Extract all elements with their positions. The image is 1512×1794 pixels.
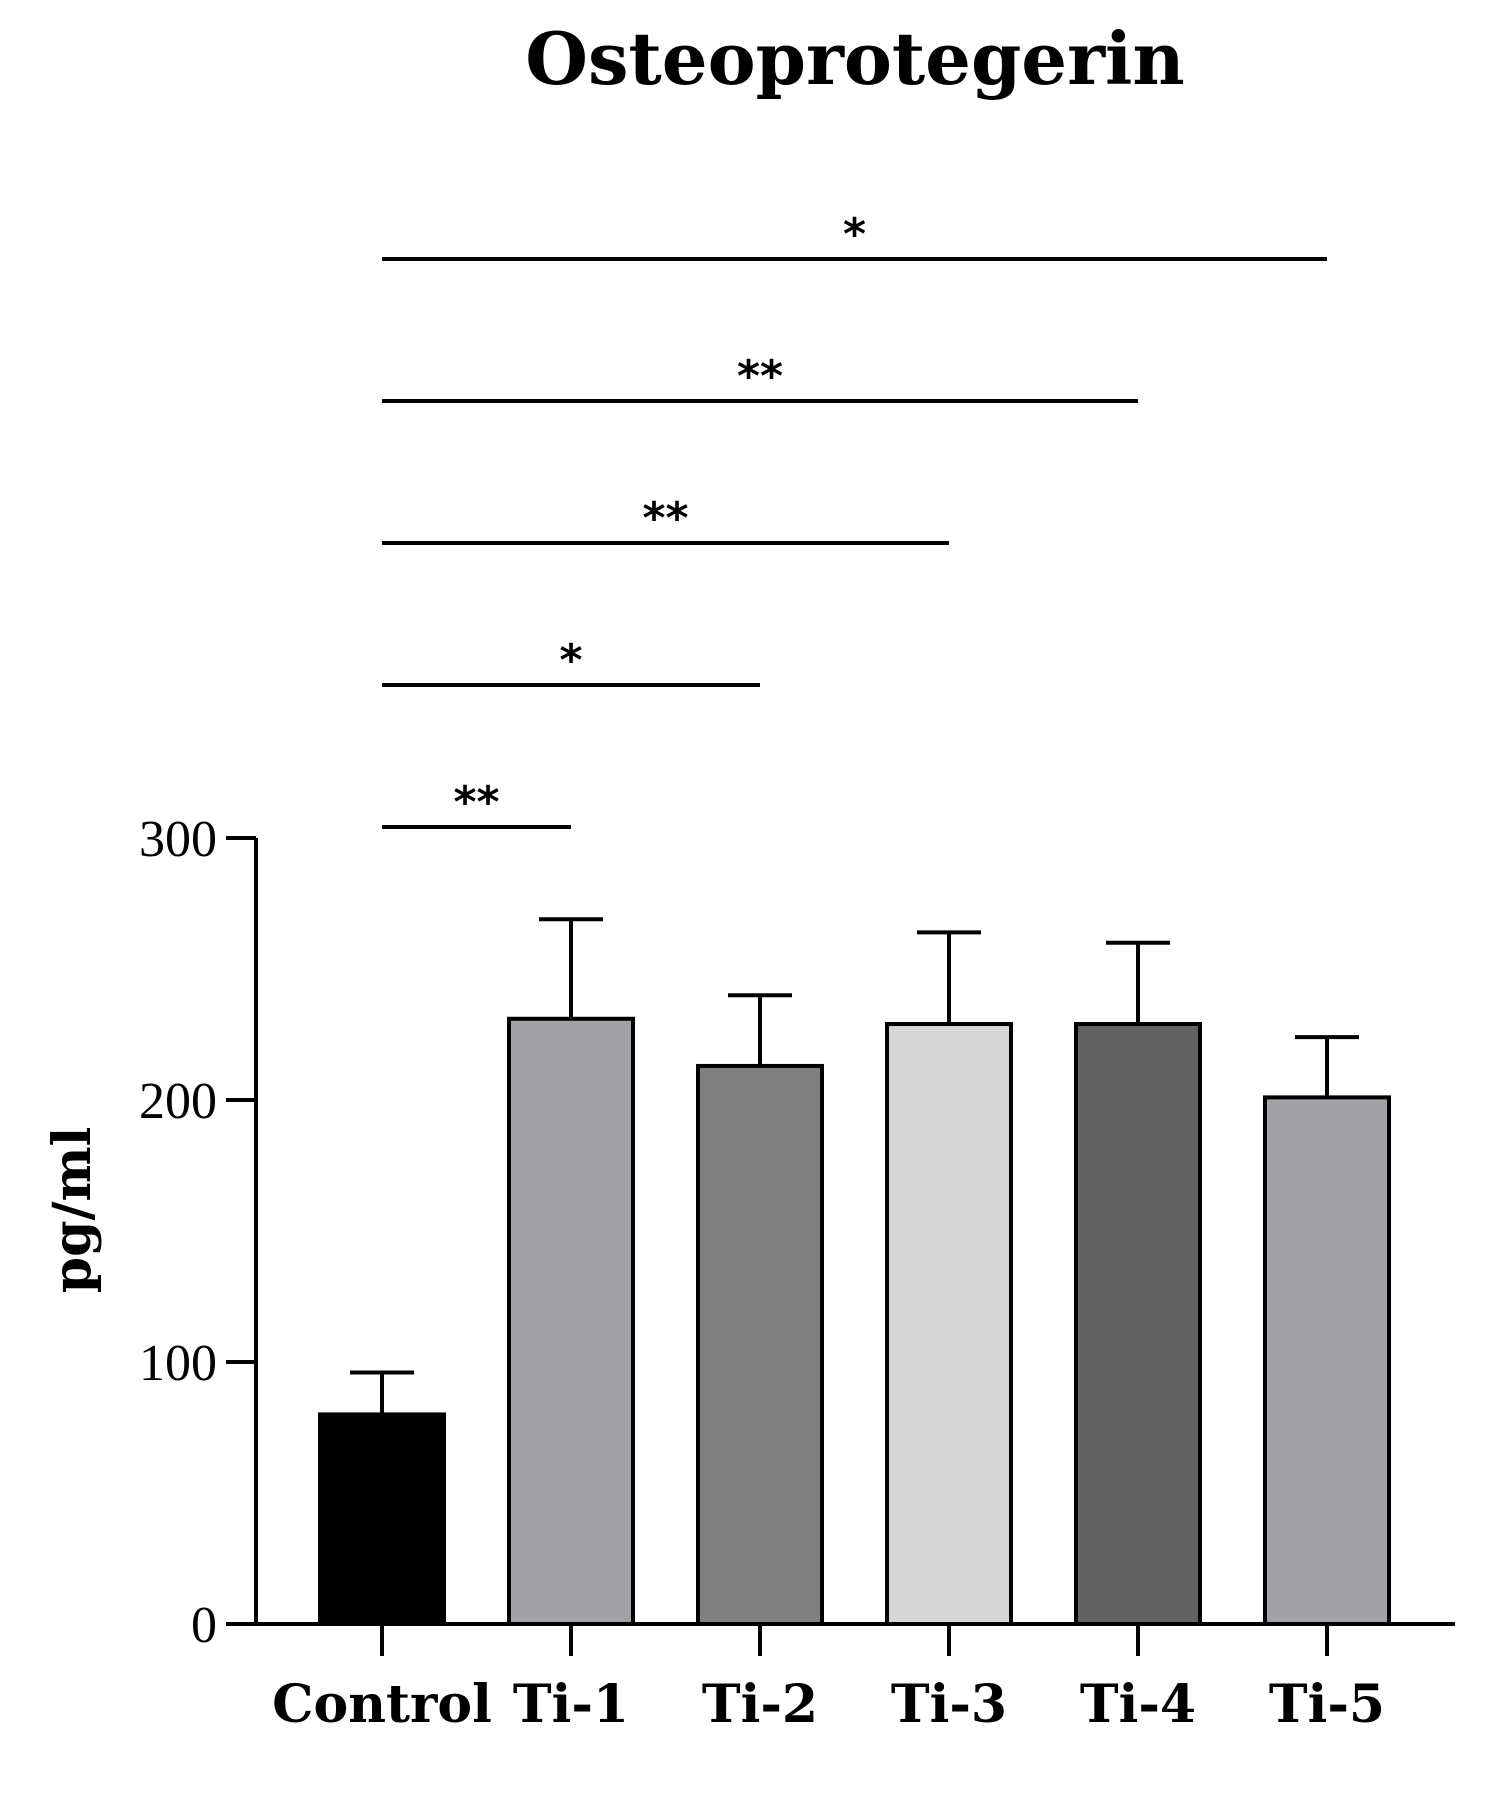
error-bars	[350, 917, 1359, 1415]
significance-label: *	[843, 209, 866, 260]
x-tick-label: Ti-5	[1269, 1674, 1385, 1735]
bar-control	[318, 1412, 446, 1627]
bars	[318, 1016, 1391, 1627]
bar-ti-3	[885, 1022, 1013, 1626]
significance-label: **	[642, 493, 688, 544]
bar-ti-1	[507, 1016, 635, 1626]
significance-label: *	[559, 635, 582, 686]
bar-ti-4	[1074, 1022, 1202, 1626]
significance-brackets: ********	[382, 209, 1327, 829]
y-tick-label: 0	[191, 1597, 217, 1654]
bar-ti-5	[1263, 1095, 1391, 1626]
significance-label: **	[737, 351, 783, 402]
chart-title: Osteoprotegerin	[525, 16, 1185, 101]
x-tick-label: Ti-3	[891, 1674, 1007, 1735]
x-tick-label: Control	[272, 1674, 492, 1735]
y-axis-label: pg/ml	[42, 1127, 103, 1294]
y-tick-label: 100	[139, 1335, 217, 1392]
significance-label: **	[453, 777, 499, 828]
y-tick-label: 300	[139, 811, 217, 868]
x-tick-label: Ti-2	[702, 1674, 818, 1735]
y-tick-label: 200	[139, 1073, 217, 1130]
x-tick-label: Ti-4	[1080, 1674, 1196, 1735]
axes: 0 100 200 300 Control Ti-1 Ti-2 Ti-3 Ti-4 Ti-5	[139, 811, 1455, 1735]
bar-ti-2	[696, 1063, 824, 1626]
x-tick-label: Ti-1	[513, 1674, 629, 1735]
